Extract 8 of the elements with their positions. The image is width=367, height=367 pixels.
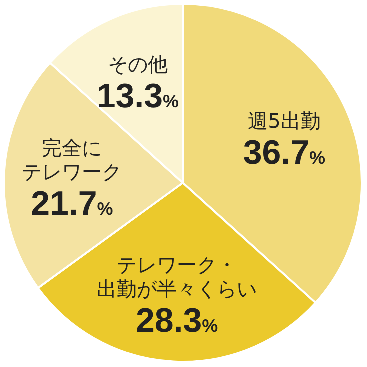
data-label: 36.7% <box>243 134 326 172</box>
slice-label: 完全にテレワーク <box>22 136 122 184</box>
slice-label: 週5出勤 <box>248 108 321 133</box>
data-label: 13.3% <box>96 78 180 116</box>
slice-label: その他 <box>108 52 168 77</box>
data-label: 28.3% <box>136 302 218 340</box>
slice-label: テレワーク・出勤が半々くらい <box>97 252 258 301</box>
data-label: 21.7% <box>31 185 114 224</box>
